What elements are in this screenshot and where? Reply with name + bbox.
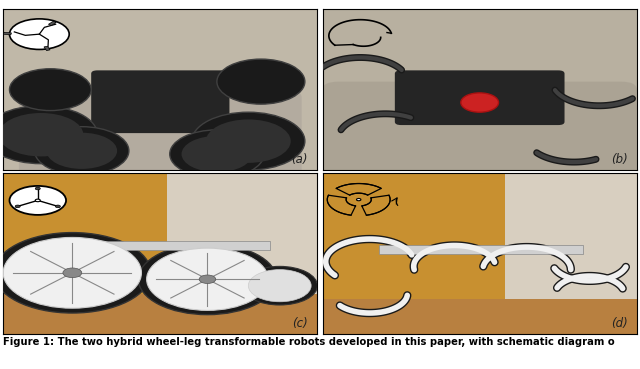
Circle shape <box>147 248 268 310</box>
Bar <box>51 241 270 250</box>
Circle shape <box>35 127 129 175</box>
Circle shape <box>356 199 361 201</box>
Bar <box>505 173 637 334</box>
Text: (c): (c) <box>292 317 308 330</box>
Circle shape <box>217 59 305 104</box>
Circle shape <box>138 244 276 315</box>
Circle shape <box>3 237 141 308</box>
FancyBboxPatch shape <box>19 90 301 178</box>
FancyBboxPatch shape <box>323 82 637 178</box>
Circle shape <box>47 133 117 169</box>
Circle shape <box>35 187 40 190</box>
Text: (d): (d) <box>611 317 627 330</box>
Circle shape <box>206 120 291 163</box>
Circle shape <box>461 93 499 112</box>
Bar <box>379 245 584 254</box>
Bar <box>49 21 56 25</box>
Circle shape <box>10 186 66 215</box>
Circle shape <box>199 275 216 283</box>
Circle shape <box>10 69 91 111</box>
Circle shape <box>55 205 60 208</box>
Circle shape <box>170 130 264 178</box>
Circle shape <box>192 112 305 170</box>
FancyBboxPatch shape <box>395 70 564 125</box>
Bar <box>3 32 12 35</box>
Circle shape <box>0 106 97 164</box>
FancyBboxPatch shape <box>91 70 230 133</box>
Bar <box>323 299 637 334</box>
Circle shape <box>63 268 82 277</box>
Text: Figure 1: The two hybrid wheel-leg transformable robots developed in this paper,: Figure 1: The two hybrid wheel-leg trans… <box>3 337 615 346</box>
Text: (a): (a) <box>291 153 308 166</box>
Circle shape <box>248 270 311 302</box>
Circle shape <box>0 232 151 313</box>
Circle shape <box>242 266 317 305</box>
Circle shape <box>182 136 252 172</box>
Circle shape <box>10 19 69 49</box>
Circle shape <box>15 205 20 208</box>
Bar <box>3 294 317 334</box>
Bar <box>166 173 317 334</box>
Circle shape <box>35 199 40 202</box>
Text: (b): (b) <box>611 153 627 166</box>
Circle shape <box>0 113 83 156</box>
Bar <box>44 46 50 51</box>
